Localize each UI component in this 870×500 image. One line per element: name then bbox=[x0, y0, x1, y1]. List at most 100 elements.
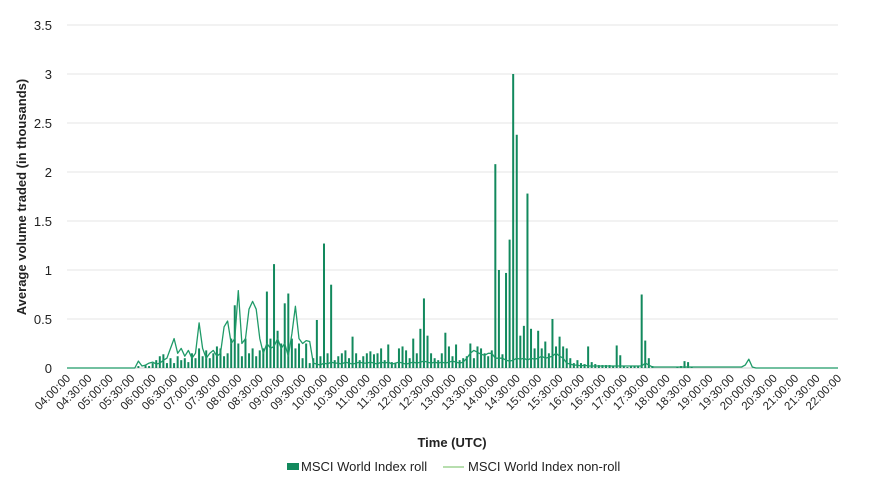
bar bbox=[230, 338, 233, 368]
bar bbox=[497, 270, 500, 368]
bar bbox=[148, 366, 151, 368]
bar bbox=[615, 345, 618, 368]
bar bbox=[465, 356, 468, 368]
bar bbox=[512, 74, 515, 368]
bar bbox=[640, 294, 643, 368]
gridlines bbox=[67, 24, 838, 369]
bar bbox=[212, 353, 215, 368]
bar bbox=[612, 366, 615, 368]
bar bbox=[576, 360, 579, 368]
bar bbox=[351, 336, 354, 368]
bar bbox=[480, 348, 483, 368]
bar bbox=[533, 348, 536, 368]
bar bbox=[198, 348, 201, 368]
bar bbox=[305, 343, 308, 368]
bar bbox=[590, 362, 593, 368]
bar bbox=[323, 243, 325, 368]
bar bbox=[397, 348, 400, 368]
bar bbox=[372, 354, 375, 368]
bar bbox=[462, 358, 465, 368]
bar bbox=[619, 355, 622, 368]
bar bbox=[626, 367, 629, 368]
bar bbox=[629, 366, 632, 368]
bar bbox=[583, 364, 586, 368]
bar bbox=[644, 340, 647, 368]
bar bbox=[262, 348, 265, 368]
non-roll-line bbox=[67, 289, 838, 369]
bar bbox=[244, 338, 247, 368]
bar bbox=[469, 343, 472, 368]
bar bbox=[637, 366, 640, 368]
bar bbox=[390, 362, 393, 368]
bar bbox=[273, 264, 276, 368]
bar bbox=[519, 335, 522, 368]
bar bbox=[380, 348, 383, 368]
y-axis-title: Average volume traded (in thousands) bbox=[14, 79, 29, 315]
legend: MSCI World Index roll MSCI World Index n… bbox=[287, 459, 620, 474]
y-tick-label: 2.5 bbox=[34, 116, 52, 131]
bar bbox=[562, 346, 565, 368]
x-axis-title: Time (UTC) bbox=[417, 435, 486, 450]
bar bbox=[394, 363, 397, 368]
bar bbox=[501, 354, 504, 368]
bar bbox=[383, 360, 386, 368]
roll-bars bbox=[137, 74, 693, 368]
bar bbox=[144, 365, 147, 368]
bar bbox=[447, 346, 450, 368]
bar bbox=[401, 346, 404, 368]
bar bbox=[162, 354, 165, 368]
bar bbox=[151, 363, 154, 368]
legend-non-roll-label: MSCI World Index non-roll bbox=[468, 459, 620, 474]
bar bbox=[551, 319, 554, 368]
bar bbox=[483, 353, 486, 368]
bar bbox=[269, 338, 272, 368]
bar bbox=[555, 346, 558, 368]
y-tick-label: 1.5 bbox=[34, 214, 52, 229]
bar bbox=[265, 291, 268, 368]
bar bbox=[444, 332, 447, 368]
bar bbox=[219, 348, 222, 368]
bar bbox=[440, 353, 443, 368]
bar bbox=[194, 358, 197, 368]
bar bbox=[419, 328, 422, 368]
bar bbox=[298, 343, 301, 368]
bar bbox=[315, 319, 318, 368]
bar bbox=[255, 356, 258, 368]
bar bbox=[283, 303, 286, 368]
bar bbox=[190, 353, 193, 368]
bar bbox=[530, 328, 533, 368]
bar bbox=[683, 361, 686, 368]
bar bbox=[201, 356, 204, 368]
bar bbox=[251, 348, 254, 368]
bar bbox=[544, 341, 547, 368]
bar bbox=[430, 353, 433, 368]
bar bbox=[183, 358, 186, 368]
bar bbox=[455, 344, 458, 368]
bar bbox=[333, 360, 336, 368]
bar bbox=[387, 344, 390, 368]
bar bbox=[487, 356, 490, 368]
bar bbox=[248, 353, 251, 368]
bar bbox=[358, 360, 361, 368]
bar bbox=[137, 366, 140, 368]
bar bbox=[565, 348, 568, 368]
bar bbox=[280, 343, 283, 368]
bar bbox=[415, 353, 418, 368]
bar bbox=[365, 353, 368, 368]
bar bbox=[490, 350, 493, 368]
bar bbox=[472, 358, 475, 368]
y-tick-label: 1 bbox=[45, 263, 52, 278]
x-axis-ticks: 04:00:0004:30:0005:00:0005:30:0006:00:00… bbox=[33, 373, 844, 413]
y-tick-label: 0 bbox=[45, 361, 52, 376]
bar bbox=[301, 358, 304, 368]
bar bbox=[494, 164, 497, 368]
bar bbox=[687, 362, 690, 368]
y-tick-label: 3.5 bbox=[34, 18, 52, 33]
bar bbox=[515, 134, 518, 368]
bar bbox=[215, 346, 218, 368]
bar bbox=[169, 358, 172, 368]
bar bbox=[308, 363, 311, 368]
bar bbox=[547, 353, 550, 368]
bar bbox=[340, 353, 343, 368]
bar bbox=[412, 338, 415, 368]
